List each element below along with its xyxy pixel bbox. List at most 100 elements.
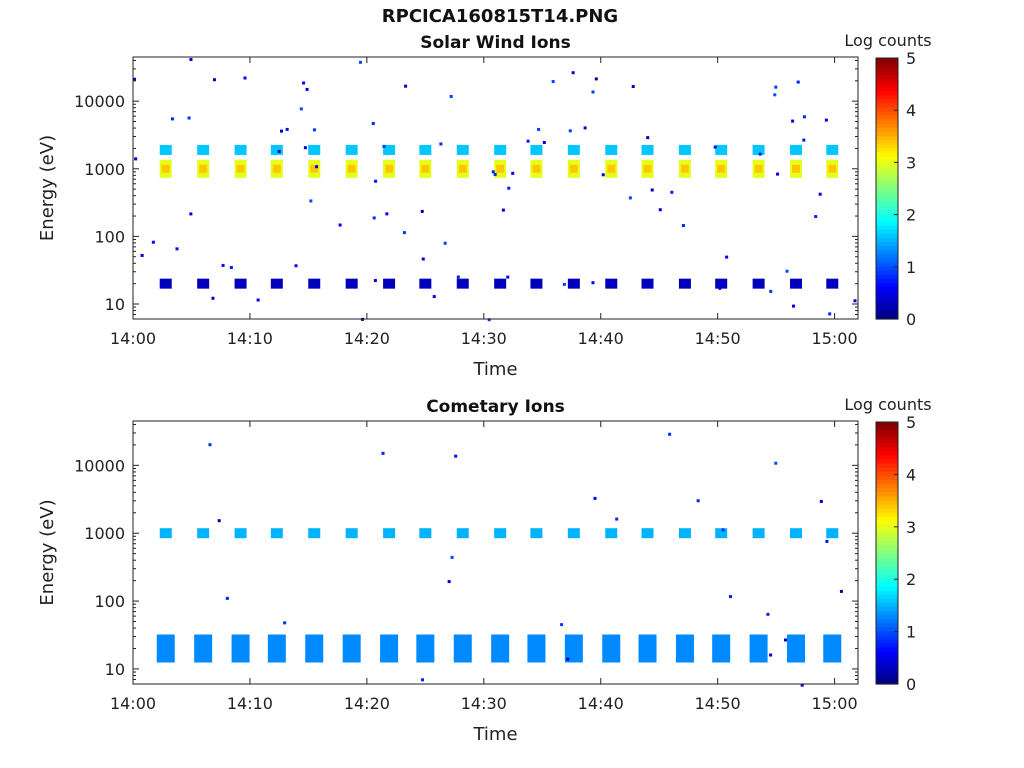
noise-pixel (828, 312, 832, 316)
colorbar-swatch (876, 62, 898, 67)
noise-pixel (170, 117, 174, 121)
y-tick-label-4: 10000 (74, 456, 125, 475)
scan-14-band-1-core (643, 164, 652, 173)
noise-pixel (285, 127, 289, 131)
noise-pixel (454, 454, 458, 458)
scan-16-band-2 (712, 634, 731, 663)
scan-16-band-3 (715, 278, 728, 289)
colorbar-swatch (876, 524, 898, 530)
scan-17-band-1 (752, 528, 765, 539)
colorbar-swatch (876, 426, 898, 431)
scan-1-band-3 (159, 278, 172, 289)
noise-pixel (374, 179, 378, 183)
noise-pixel (151, 240, 155, 244)
colorbar-swatch (876, 626, 898, 632)
scan-5-band-2 (305, 634, 324, 663)
x-tick-label-6: 14:50 (695, 329, 741, 348)
scan-12-band-1 (567, 528, 580, 539)
scan-2-band-2 (194, 634, 213, 663)
colorbar-swatch (876, 618, 898, 624)
noise-pixel (189, 57, 193, 61)
noise-pixel (591, 281, 595, 285)
scan-5-band-3 (308, 278, 321, 289)
noise-pixel (802, 115, 806, 119)
noise-pixel (225, 596, 229, 600)
scan-15-band-2 (678, 144, 691, 155)
scan-9-band-1-core (458, 164, 467, 173)
noise-pixel (303, 146, 307, 150)
y-tick-label-2: 100 (94, 227, 125, 246)
noise-pixel (650, 188, 654, 192)
noise-pixel (774, 85, 778, 89)
noise-pixel (447, 580, 451, 584)
plot-frame (132, 420, 859, 685)
scan-18-band-2 (790, 144, 803, 155)
colorbar-label: Log counts (844, 31, 931, 50)
noise-pixel (814, 215, 818, 219)
y-tick-label-4: 10000 (74, 92, 125, 111)
scan-3-band-1 (234, 528, 247, 539)
colorbar-swatch (876, 458, 898, 464)
colorbar-swatch (876, 675, 898, 681)
noise-pixel (372, 216, 376, 220)
colorbar-swatch (876, 127, 898, 133)
colorbar-tick-label-1: 0 (906, 675, 916, 694)
noise-pixel (385, 212, 389, 216)
scan-4-band-2 (267, 634, 286, 663)
scan-19-band-3 (826, 278, 839, 289)
x-tick-label-4: 14:30 (461, 329, 507, 348)
noise-pixel (208, 443, 212, 447)
noise-pixel (212, 78, 216, 82)
x-axis-label: Time (472, 359, 517, 380)
scan-2-band-1-core (199, 164, 208, 173)
x-tick-label-3: 14:20 (344, 329, 390, 348)
noise-pixel (305, 87, 309, 91)
colorbar-swatch (876, 487, 898, 493)
noise-pixel (796, 80, 800, 84)
noise-pixel (404, 84, 408, 88)
noise-pixel (725, 255, 729, 259)
colorbar-swatch (876, 467, 898, 472)
colorbar-swatch (876, 671, 898, 677)
colorbar-swatch (876, 184, 898, 190)
colorbar-swatch (876, 302, 898, 308)
colorbar-swatch (876, 528, 898, 534)
colorbar-swatch (876, 569, 898, 575)
scan-17-band-1-core (754, 164, 763, 173)
noise-pixel (537, 127, 541, 131)
scan-4-band-2 (270, 144, 283, 155)
colorbar-swatch (876, 548, 898, 554)
colorbar-swatch (876, 257, 898, 263)
scan-5-band-2 (308, 144, 321, 155)
noise-pixel (628, 196, 632, 200)
noise-pixel (593, 496, 597, 500)
noise-pixel (450, 555, 454, 559)
noise-pixel (302, 81, 306, 85)
colorbar-swatch (876, 310, 898, 316)
colorbar-swatch (876, 172, 898, 177)
colorbar-swatch (876, 58, 898, 63)
colorbar-swatch (876, 663, 898, 669)
figure-title: RPCICA160815T14.PNG (381, 6, 619, 27)
noise-pixel (211, 296, 215, 300)
colorbar-swatch (876, 274, 898, 279)
noise-pixel (728, 595, 732, 599)
colorbar-swatch (876, 212, 898, 218)
x-tick-label-1: 14:00 (110, 329, 156, 348)
scan-18-band-1 (790, 528, 803, 539)
colorbar-swatch (876, 86, 898, 92)
scan-8-band-2 (419, 144, 432, 155)
scan-15-band-1-core (680, 164, 689, 173)
scan-1-band-2 (156, 634, 175, 663)
noise-pixel (802, 138, 806, 142)
colorbar-swatch (876, 540, 898, 546)
noise-pixel (501, 208, 505, 212)
x-tick-label-7: 15:00 (812, 329, 858, 348)
colorbar-swatch (876, 593, 898, 599)
scan-19-band-2 (823, 634, 842, 663)
scan-4-band-3 (270, 278, 283, 289)
scan-11-band-3 (530, 278, 543, 289)
colorbar-swatch (876, 450, 898, 456)
colorbar-swatch (876, 503, 898, 509)
noise-pixel (758, 152, 762, 156)
